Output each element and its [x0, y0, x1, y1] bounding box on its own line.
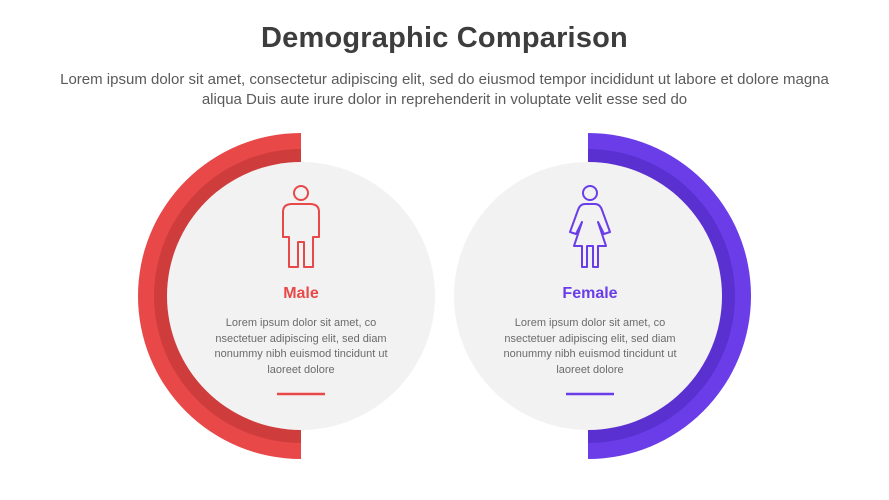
female-card-text: Female	[490, 285, 690, 303]
female-description: Lorem ipsum dolor sit amet, co nsectetue…	[503, 317, 677, 376]
male-card-text: Male	[201, 285, 401, 303]
female-label: Female	[562, 285, 618, 302]
page-subtitle: Lorem ipsum dolor sit amet, consectetur …	[60, 71, 829, 108]
male-person-icon	[282, 185, 320, 268]
page-title: Demographic Comparison	[261, 22, 628, 54]
female-person-icon	[569, 185, 611, 268]
female-circle	[454, 162, 722, 430]
male-label: Male	[283, 285, 319, 302]
male-circle	[167, 162, 435, 430]
male-description: Lorem ipsum dolor sit amet, co nsectetue…	[214, 317, 388, 376]
